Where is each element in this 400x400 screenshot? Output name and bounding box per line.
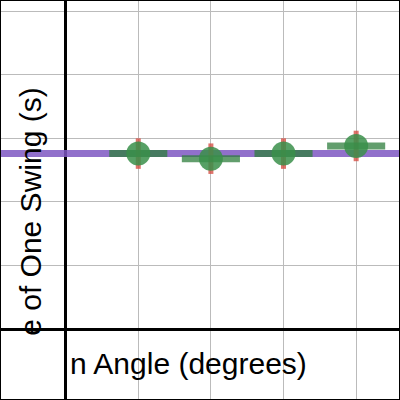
svg-text:e of One Swing (s): e of One Swing (s): [14, 87, 47, 335]
svg-text:n Angle (degrees): n Angle (degrees): [70, 347, 307, 380]
